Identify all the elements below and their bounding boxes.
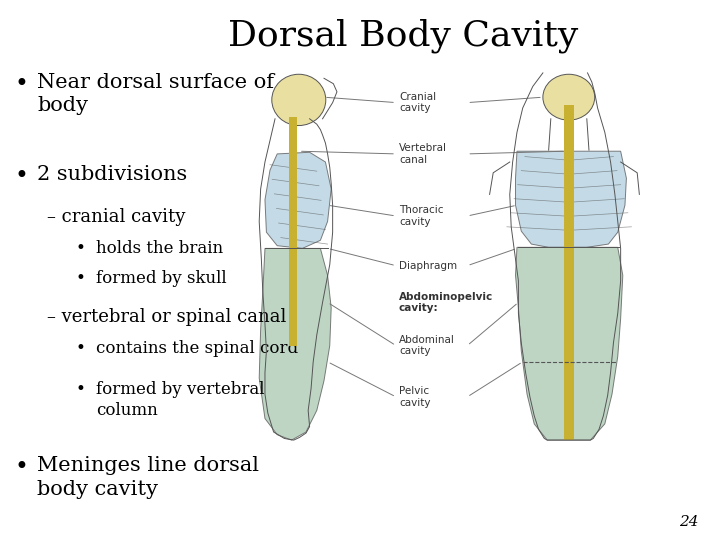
Text: 2 subdivisions: 2 subdivisions [37,165,188,184]
Text: contains the spinal cord: contains the spinal cord [96,340,298,357]
FancyBboxPatch shape [289,117,297,152]
Text: •: • [14,73,28,96]
Ellipse shape [543,75,595,120]
Text: – cranial cavity: – cranial cavity [47,208,185,226]
Text: Meninges line dorsal
body cavity: Meninges line dorsal body cavity [37,456,259,499]
Text: formed by skull: formed by skull [96,270,226,287]
Polygon shape [265,152,331,248]
Text: Cranial
cavity: Cranial cavity [399,92,436,113]
Text: formed by vertebral
column: formed by vertebral column [96,381,264,418]
Text: Abdominal
cavity: Abdominal cavity [399,335,455,356]
Text: •: • [76,270,86,287]
Text: •: • [14,165,28,188]
FancyBboxPatch shape [564,105,574,440]
Text: •: • [76,340,86,357]
Text: •: • [76,381,86,397]
Text: •: • [76,240,86,257]
Text: holds the brain: holds the brain [96,240,223,257]
Text: •: • [14,456,28,480]
Polygon shape [516,151,626,247]
Text: Near dorsal surface of
body: Near dorsal surface of body [37,73,274,116]
Text: Thoracic
cavity: Thoracic cavity [399,205,444,227]
Polygon shape [516,247,623,440]
Text: Abdominopelvic
cavity:: Abdominopelvic cavity: [399,292,493,313]
Text: Vertebral
canal: Vertebral canal [399,143,447,165]
Text: Dorsal Body Cavity: Dorsal Body Cavity [228,19,578,53]
Text: 24: 24 [679,515,698,529]
Text: Diaphragm: Diaphragm [399,261,457,271]
Polygon shape [259,248,331,440]
Text: – vertebral or spinal canal: – vertebral or spinal canal [47,308,286,326]
Text: Pelvic
cavity: Pelvic cavity [399,386,431,408]
Ellipse shape [272,75,325,126]
FancyBboxPatch shape [289,152,297,346]
